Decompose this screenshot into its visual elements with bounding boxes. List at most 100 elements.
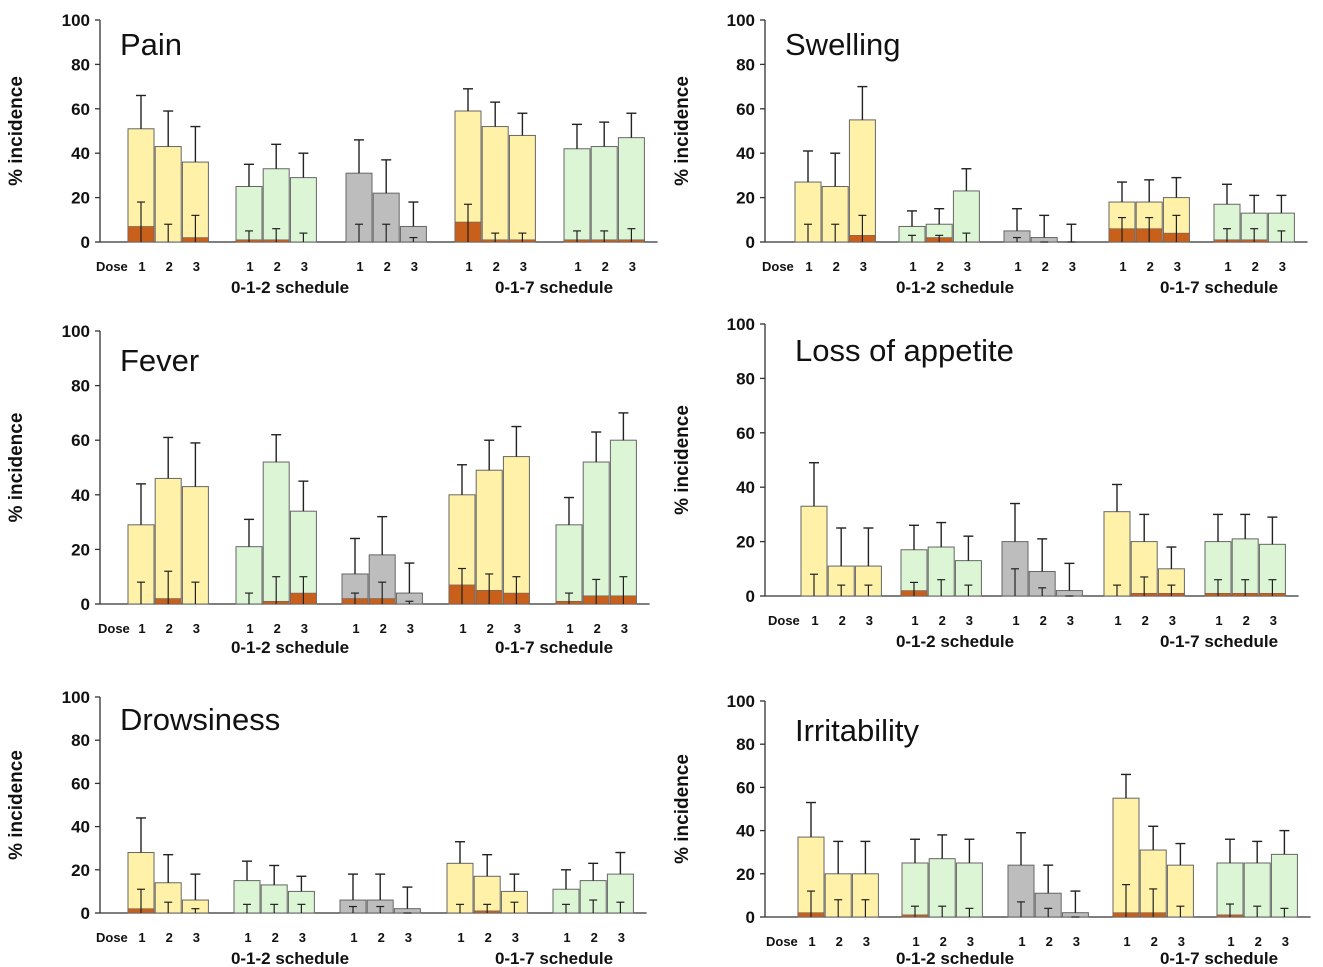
dose-number-label: 2 xyxy=(1042,259,1049,274)
y-tick-label: 40 xyxy=(71,818,90,837)
dose-label: Dose xyxy=(98,621,130,636)
y-tick-label: 80 xyxy=(736,369,755,388)
y-tick-label: 20 xyxy=(736,533,755,552)
y-axis-label: % incidence xyxy=(672,754,693,864)
y-tick-label: 20 xyxy=(71,861,90,880)
schedule-label: 0-1-2 schedule xyxy=(896,949,1014,967)
y-tick-label: 100 xyxy=(727,315,755,334)
dose-number-label: 2 xyxy=(485,930,492,945)
y-tick-label: 100 xyxy=(62,11,90,30)
dose-label: Dose xyxy=(766,934,798,949)
dose-number-label: 1 xyxy=(1215,613,1222,628)
dose-number-label: 1 xyxy=(1123,934,1130,949)
dose-number-label: 3 xyxy=(407,621,414,636)
dose-number-label: 1 xyxy=(1227,934,1234,949)
y-tick-label: 80 xyxy=(71,55,90,74)
dose-label: Dose xyxy=(762,259,794,274)
chart-title: Irritability xyxy=(795,713,920,748)
dose-number-label: 2 xyxy=(384,259,391,274)
dose-number-label: 1 xyxy=(574,259,581,274)
schedule-label: 0-1-2 schedule xyxy=(896,632,1014,651)
schedule-label: 0-1-7 schedule xyxy=(495,949,613,967)
bar xyxy=(289,177,317,243)
dose-number-label: 3 xyxy=(193,930,200,945)
dose-number-label: 1 xyxy=(1012,613,1019,628)
dose-number-label: 3 xyxy=(411,259,418,274)
y-tick-label: 80 xyxy=(736,735,755,754)
dose-number-label: 3 xyxy=(1174,259,1181,274)
y-tick-label: 0 xyxy=(746,587,755,606)
dose-number-label: 2 xyxy=(274,621,281,636)
dose-number-label: 2 xyxy=(594,621,601,636)
dose-number-label: 3 xyxy=(301,621,308,636)
dose-number-label: 1 xyxy=(244,930,251,945)
dose-number-label: 2 xyxy=(839,613,846,628)
y-tick-label: 20 xyxy=(736,189,755,208)
dose-number-label: 2 xyxy=(1255,934,1262,949)
y-axis-label: % incidence xyxy=(672,76,693,186)
dose-number-label: 3 xyxy=(1279,259,1286,274)
y-tick-label: 100 xyxy=(62,688,90,707)
bar xyxy=(393,908,421,914)
dose-number-label: 1 xyxy=(1114,613,1121,628)
y-tick-label: 80 xyxy=(71,731,90,750)
schedule-label: 0-1-2 schedule xyxy=(231,638,349,657)
dose-number-label: 1 xyxy=(1014,259,1021,274)
chart-title: Swelling xyxy=(785,27,900,62)
dose-number-label: 3 xyxy=(1067,613,1074,628)
schedule-label: 0-1-7 schedule xyxy=(1160,632,1278,651)
chart-panel-pain: 0 20 40 60 80 100 % incidence Pain 1 2 3 1 2 3 1 2 3 1 2 3 1… xyxy=(6,11,658,297)
y-tick-label: 40 xyxy=(736,478,755,497)
dose-number-label: 1 xyxy=(352,621,359,636)
dose-number-label: 3 xyxy=(512,930,519,945)
y-tick-label: 20 xyxy=(736,865,755,884)
schedule-label: 0-1-2 schedule xyxy=(231,278,349,297)
dose-number-label: 1 xyxy=(459,621,466,636)
y-tick-label: 60 xyxy=(71,431,90,450)
schedule-label: 0-1-2 schedule xyxy=(896,278,1014,297)
dose-number-label: 1 xyxy=(246,259,253,274)
dose-number-label: 2 xyxy=(602,259,609,274)
y-tick-label: 20 xyxy=(71,540,90,559)
bar xyxy=(555,524,583,605)
bar xyxy=(1030,237,1058,243)
dose-number-label: 1 xyxy=(356,259,363,274)
y-tick-label: 40 xyxy=(736,822,755,841)
dose-number-label: 1 xyxy=(138,930,145,945)
dose-number-label: 3 xyxy=(1069,259,1076,274)
dose-number-label: 2 xyxy=(833,259,840,274)
dose-number-label: 1 xyxy=(563,930,570,945)
y-tick-label: 40 xyxy=(71,144,90,163)
dose-number-label: 1 xyxy=(811,613,818,628)
dose-number-label: 2 xyxy=(1252,259,1259,274)
dose-label: Dose xyxy=(96,259,128,274)
bar xyxy=(1270,853,1298,918)
dose-number-label: 3 xyxy=(866,613,873,628)
dose-number-label: 3 xyxy=(629,259,636,274)
dose-number-label: 2 xyxy=(591,930,598,945)
y-tick-label: 40 xyxy=(71,486,90,505)
chart-panel-swelling: 0 20 40 60 80 100 % incidence Swelling 1 2 3 1 2 3 1 2 3… xyxy=(672,11,1308,297)
dose-number-label: 3 xyxy=(1178,934,1185,949)
bar xyxy=(617,137,645,243)
dose-number-label: 2 xyxy=(1243,613,1250,628)
dose-number-label: 3 xyxy=(514,621,521,636)
y-tick-label: 100 xyxy=(62,322,90,341)
bar xyxy=(1103,511,1131,597)
chart-title: Drowsiness xyxy=(120,702,280,737)
dose-number-label: 3 xyxy=(299,930,306,945)
dose-number-label: 2 xyxy=(937,259,944,274)
dose-number-label: 2 xyxy=(1040,613,1047,628)
dose-number-label: 1 xyxy=(909,259,916,274)
dose-number-label: 3 xyxy=(193,621,200,636)
dose-number-label: 3 xyxy=(964,259,971,274)
dose-number-label: 2 xyxy=(378,930,385,945)
dose-number-label: 1 xyxy=(138,259,145,274)
dose-number-label: 2 xyxy=(836,934,843,949)
y-tick-label: 0 xyxy=(746,908,755,927)
y-tick-label: 80 xyxy=(71,377,90,396)
dose-number-label: 2 xyxy=(272,930,279,945)
dose-number-label: 2 xyxy=(1046,934,1053,949)
dose-number-label: 2 xyxy=(939,613,946,628)
